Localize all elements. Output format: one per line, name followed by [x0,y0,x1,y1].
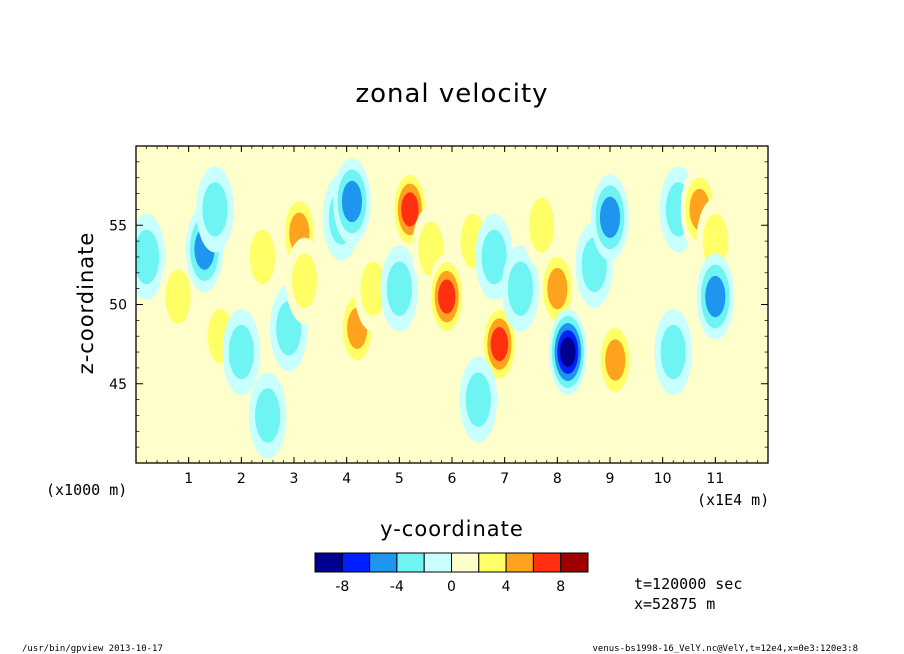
x-tick-label: 7 [500,471,509,487]
field-contour [528,198,555,253]
field-contour [490,327,509,362]
axis-ticks [136,146,769,463]
x-tick-label: 5 [395,471,404,487]
field-cell [427,253,466,340]
colorbar-swatch [396,552,425,573]
colorbar-swatch [369,552,398,573]
x-tick-label: 11 [706,471,724,487]
colorbar-tick-label: -4 [390,579,404,595]
colorbar-swatch [478,552,507,573]
colorbar-swatch [505,552,534,573]
field-contour [507,261,534,316]
field-contour [291,253,318,308]
colorbar-swatch [423,552,453,573]
y-tick-label: 50 [109,298,127,314]
x-tick-label: 10 [654,471,672,487]
heatmap-field [136,146,768,463]
field-cell [196,166,234,253]
colorbar-swatch [341,552,371,573]
field-cell [549,309,587,396]
field-cell [354,245,392,332]
footer-right: venus-bs1998-16_VelY.nc@VelY,t=12e4,x=0e… [592,644,858,654]
x-tick-label: 6 [448,471,457,487]
field-contour [401,192,419,227]
footer-left: /usr/bin/gpview 2013-10-17 [22,644,163,654]
field-cell [654,309,692,396]
x-tick-label: 9 [606,471,615,487]
field-cell [622,221,661,308]
field-cell [591,174,629,261]
field-contour [599,196,621,238]
field-cell [596,316,635,404]
x-tick-label: 1 [184,471,193,487]
colorbar-tick-label: -8 [335,579,349,595]
x-tick-label: 4 [342,471,351,487]
field-cell [159,253,197,340]
field-cell [222,309,261,396]
colorbar-tick-labels: -8 -4 0 4 8 [335,579,565,595]
colorbar-swatch [560,552,589,573]
field-contour [386,261,412,316]
x-position-label: x=52875 m [634,595,715,613]
field-cell [333,158,371,245]
y-tick-label: 55 [109,218,127,234]
field-contour [136,229,160,285]
x-tick-labels: 1 2 3 4 5 6 7 8 9 10 11 [184,471,724,487]
field-contour [702,213,728,269]
field-contour [705,275,726,318]
y-axis-label: z-coordinate [74,232,98,375]
field-contour [165,269,191,324]
field-cell [285,237,324,324]
field-cell [696,253,735,340]
colorbar-tick-label: 4 [502,579,511,595]
field-contour [605,339,626,381]
field-cell [136,213,166,300]
field-cell [480,301,519,388]
colorbar-tick-label: 0 [447,579,456,595]
colorbar-swatch [532,552,562,573]
x-tick-label: 8 [553,471,562,487]
x-axis-label: y-coordinate [380,517,524,541]
colorbar-tick-label: 8 [556,579,565,595]
colorbar [314,552,589,573]
field-contour [622,221,661,308]
field-contour [465,372,491,427]
field-contour [360,261,386,316]
field-contour [341,180,363,223]
field-cell [501,245,540,332]
field-cell [248,372,287,459]
field-contour [481,229,507,285]
y-tick-label: 45 [109,377,127,393]
chart-title: zonal velocity [355,79,548,109]
field-contour [560,337,576,367]
field-cell [538,245,577,332]
field-contour [438,279,456,314]
field-contour [255,388,281,443]
field-contour [228,324,254,380]
x-scale-label: (x1E4 m) [697,491,769,509]
field-cell [380,245,419,332]
field-contour [660,324,686,380]
field-contour [249,229,276,285]
field-cell [522,182,561,269]
field-contour [202,182,228,237]
field-contour [547,267,568,310]
field-cell [243,213,282,300]
time-label: t=120000 sec [634,575,742,593]
field-cell [459,356,498,443]
y-tick-labels: 45 50 55 [109,218,127,393]
x-tick-label: 3 [290,471,299,487]
x-tick-label: 2 [237,471,246,487]
colorbar-swatch [451,552,480,573]
x-unit-label: (x1000 m) [46,481,127,499]
colorbar-swatch [314,552,343,573]
